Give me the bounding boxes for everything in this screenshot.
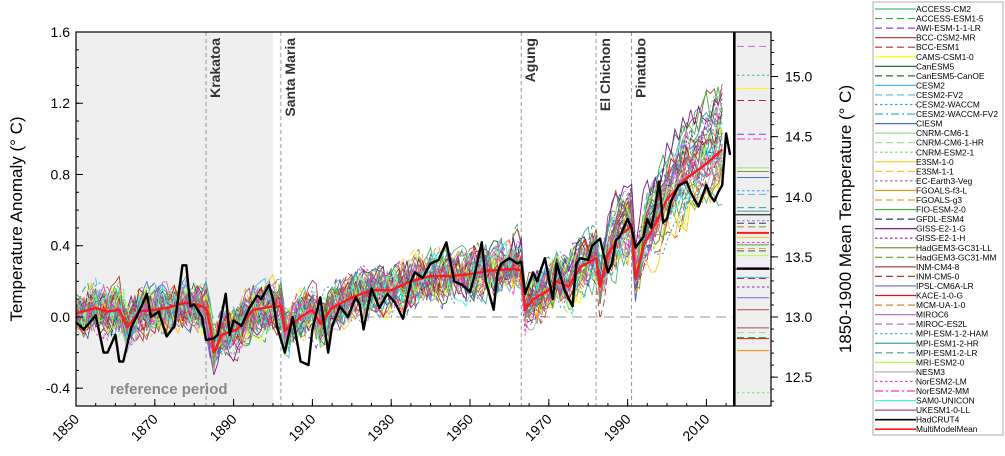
legend-label: MPI-ESM-1-2-HAM xyxy=(916,329,988,339)
x-tick-label: 1970 xyxy=(522,411,555,444)
legend-label: HadGEM3-GC31-LL xyxy=(916,243,992,253)
legend-label: CanESM5-CanOE xyxy=(916,71,985,81)
legend-label: E3SM-1-1 xyxy=(916,166,954,176)
y-axis-right-label: 1850-1900 Mean Temperature (° C) xyxy=(836,85,855,353)
model-line-mpi-esm-1-2-ham xyxy=(75,133,723,356)
y-tick-label: 0.8 xyxy=(51,166,71,182)
legend-label: FGOALS-g3 xyxy=(916,195,962,205)
model-line-kace-1-0-g xyxy=(75,115,723,348)
legend-label: ACCESS-CM2 xyxy=(916,4,971,14)
legend-label: CNRM-CM6-1 xyxy=(916,128,969,138)
x-tick-label: 1870 xyxy=(128,411,161,444)
y-right-tick-label: 13.5 xyxy=(785,249,812,265)
legend-label: SAM0-UNICON xyxy=(916,396,975,406)
y-axis-label: Temperature Anomaly (° C) xyxy=(7,116,26,321)
reference-period-shading xyxy=(76,32,274,406)
x-tick-label: 1910 xyxy=(285,411,318,444)
legend-label: INM-CM4-8 xyxy=(916,262,960,272)
series-line-hadcrut4 xyxy=(75,132,732,367)
legend-label: NESM3 xyxy=(916,367,945,377)
y-right-tick-label: 14.5 xyxy=(785,129,812,145)
volcano-label: El Chichon xyxy=(597,38,613,111)
model-line-gfdl-esm4 xyxy=(75,133,723,356)
y-right-tick-label: 14.0 xyxy=(785,189,812,205)
legend-label: UKESM1-0-LL xyxy=(916,405,970,415)
x-tick-label: 2010 xyxy=(679,411,712,444)
legend-label: MIROC6 xyxy=(916,310,949,320)
legend-label: FGOALS-f3-L xyxy=(916,185,968,195)
legend-label: AWI-ESM-1-1-LR xyxy=(916,23,981,33)
y-tick-label: -0.4 xyxy=(46,380,70,396)
legend-label: NorESM2-LM xyxy=(916,376,967,386)
legend-label: CanESM5 xyxy=(916,61,955,71)
plot-background: Krakatoa Santa Maria Agung El Chichon Pinatu… xyxy=(76,32,771,406)
legend-label: KACE-1-0-G xyxy=(916,291,963,301)
reference-period-label: reference period xyxy=(110,381,228,398)
legend-label: HadCRUT4 xyxy=(916,415,960,425)
x-tick-label: 1890 xyxy=(206,411,239,444)
legend-label: CAMS-CSM1-0 xyxy=(916,52,974,62)
legend-label: INM-CM5-0 xyxy=(916,271,960,281)
legend-label: NorESM2-MM xyxy=(916,386,969,396)
legend-label: MPI-ESM1-2-LR xyxy=(916,348,977,358)
legend-label: FIO-ESM-2-0 xyxy=(916,205,966,215)
legend-label: ACCESS-ESM1-5 xyxy=(916,14,984,24)
x-tick-label: 1850 xyxy=(49,411,82,444)
legend-label: BCC-ESM1 xyxy=(916,42,960,52)
volcano-label: Agung xyxy=(522,38,538,82)
legend-label: GFDL-ESM4 xyxy=(916,214,964,224)
y-right-tick-label: 13.0 xyxy=(785,309,812,325)
legend-label: GISS-E2-1-G xyxy=(916,224,966,234)
legend-label: IPSL-CM6A-LR xyxy=(916,281,974,291)
x-tick-label: 1990 xyxy=(600,411,633,444)
legend-label: CESM2 xyxy=(916,80,945,90)
mean-temperature-strip xyxy=(734,45,772,394)
model-line-mcm-ua-1-0 xyxy=(75,161,723,358)
y-right-tick-label: 15.0 xyxy=(785,68,812,84)
strip-background xyxy=(735,32,771,406)
model-line-ukesm1-0-ll xyxy=(75,112,723,353)
highlight-series-group xyxy=(75,132,732,367)
y-right-tick-label: 12.5 xyxy=(785,369,812,385)
legend-label: CESM2-WACCM-FV2 xyxy=(916,109,998,119)
legend: ACCESS-CM2ACCESS-ESM1-5AWI-ESM-1-1-LRBCC… xyxy=(872,1,1004,436)
model-line-giss-e2-1-g xyxy=(75,92,723,376)
legend-label: E3SM-1-0 xyxy=(916,157,954,167)
y-tick-label: 1.2 xyxy=(51,95,71,111)
legend-label: CNRM-CM6-1-HR xyxy=(916,138,984,148)
model-line-inm-cm5-0 xyxy=(75,143,723,357)
legend-label: EC-Earth3-Veg xyxy=(916,176,973,186)
y-tick-label: 0.4 xyxy=(51,238,71,254)
legend-label: CESM2-FV2 xyxy=(916,90,963,100)
legend-label: BCC-CSM2-MR xyxy=(916,33,976,43)
legend-label: CIESM xyxy=(916,119,943,129)
legend-label: HadGEM3-GC31-MM xyxy=(916,252,997,262)
legend-label: MRI-ESM2-0 xyxy=(916,357,965,367)
legend-label: CNRM-ESM2-1 xyxy=(916,147,975,157)
legend-label: GISS-E2-1-H xyxy=(916,233,965,243)
y-tick-label: 1.6 xyxy=(51,24,71,40)
y-tick-label: 0.0 xyxy=(51,309,71,325)
legend-label: CESM2-WACCM xyxy=(916,100,980,110)
x-tick-label: 1950 xyxy=(443,411,476,444)
volcano-label: Santa Maria xyxy=(282,38,298,117)
legend-label: MultiModelMean xyxy=(916,424,978,434)
volcano-label: Pinatubo xyxy=(633,38,649,98)
legend-label: MCM-UA-1-0 xyxy=(916,300,966,310)
legend-label: MPI-ESM1-2-HR xyxy=(916,338,979,348)
x-tick-label: 1930 xyxy=(364,411,397,444)
volcano-label: Krakatoa xyxy=(207,38,223,98)
legend-label: MIROC-ES2L xyxy=(916,319,968,329)
model-line-miroc-es2l xyxy=(75,102,723,357)
